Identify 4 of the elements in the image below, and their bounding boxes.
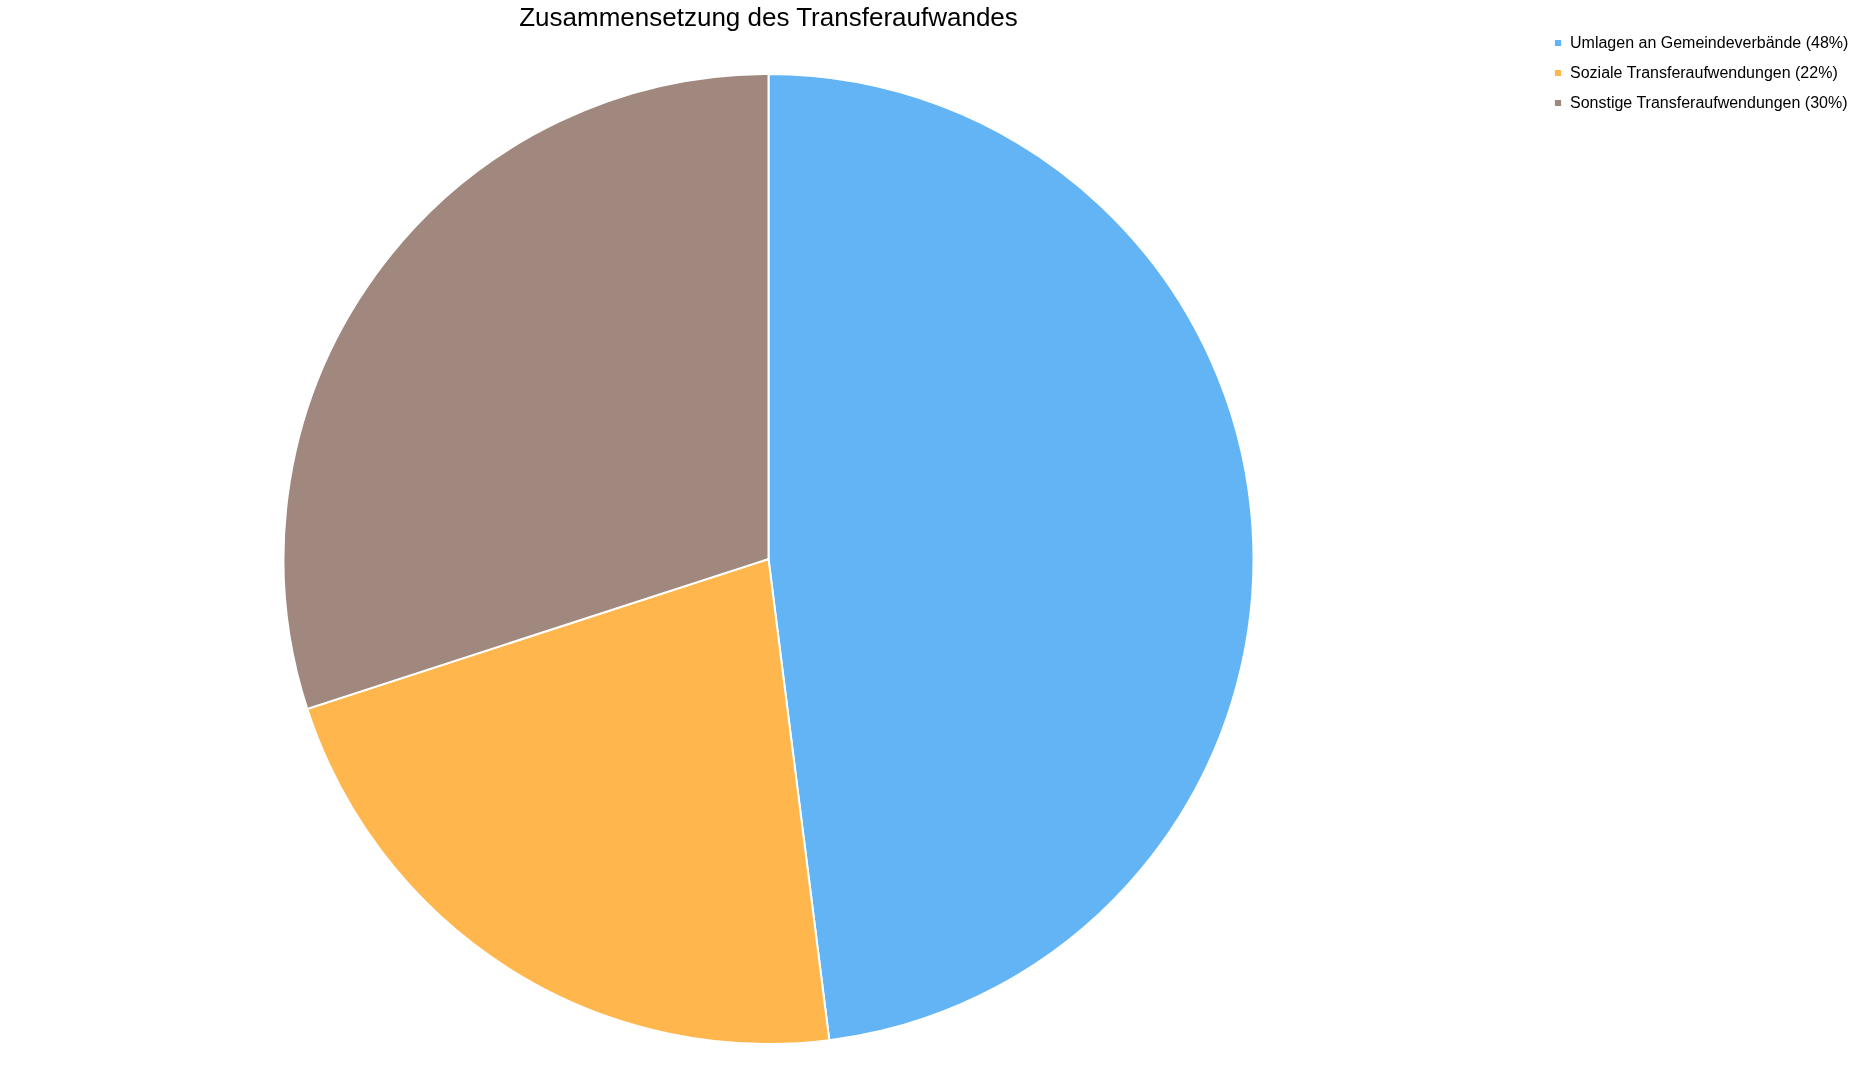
chart-title: Zusammensetzung des Transferaufwandes [519,2,1018,32]
legend-label: Soziale Transferaufwendungen (22%) [1570,64,1838,81]
legend-label: Umlagen an Gemeindeverbände (48%) [1570,34,1849,51]
legend-label: Sonstige Transferaufwendungen (30%) [1570,94,1848,111]
